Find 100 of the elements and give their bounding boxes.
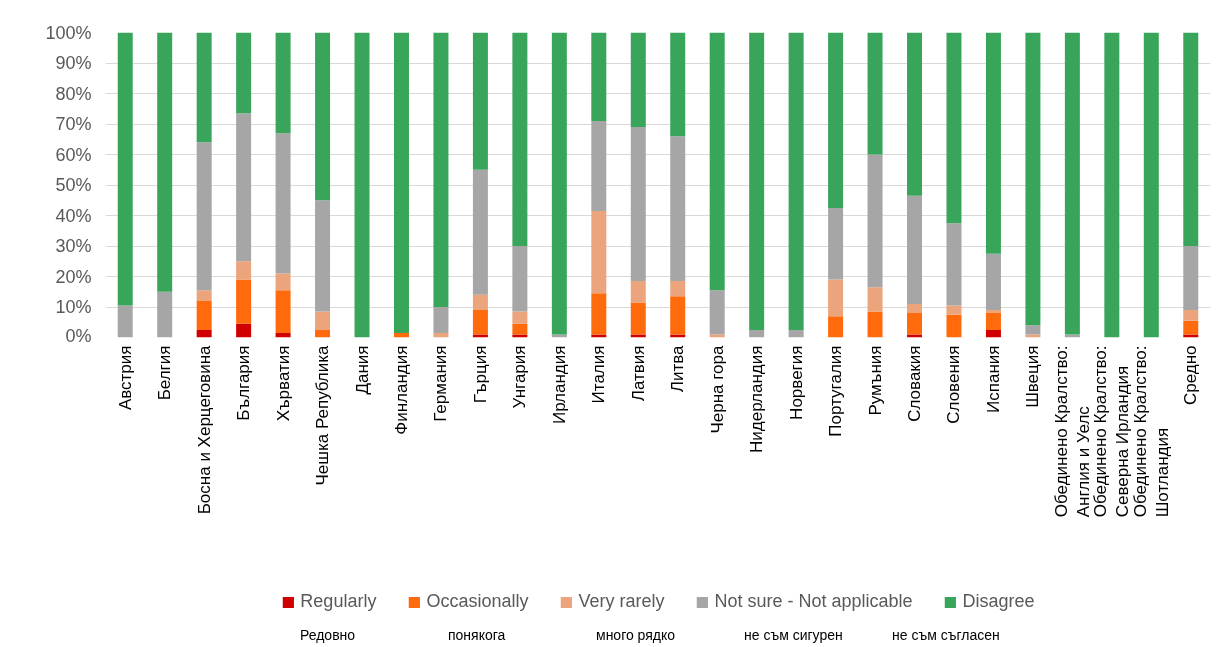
bar — [512, 323, 528, 335]
bar — [907, 313, 923, 335]
x-tick-label: Италия — [589, 345, 609, 404]
legend-label: Very rarely — [578, 591, 665, 612]
y-tick-label: 100% — [45, 22, 92, 43]
text: не съм съгласен — [892, 626, 1000, 645]
bar — [472, 169, 488, 295]
bar — [275, 273, 291, 291]
legend-label: Occasionally — [426, 591, 529, 612]
bar — [472, 334, 488, 338]
x-tick-label: Хърватия — [273, 345, 293, 422]
bar — [709, 334, 725, 338]
x-tick-label: Унгария — [510, 345, 530, 409]
text: понякога — [448, 626, 506, 645]
bar — [196, 300, 212, 330]
bar — [907, 195, 923, 304]
x-tick-label: Белгия — [155, 345, 175, 401]
y-tick-label: 80% — [55, 83, 92, 104]
bar — [985, 313, 1001, 330]
bar — [828, 279, 844, 317]
x-tick-label: Дания — [352, 345, 372, 395]
y-tick-label: 60% — [55, 144, 92, 165]
bar — [236, 261, 252, 280]
bar — [512, 311, 528, 324]
bar — [867, 32, 883, 155]
y-tick-label: 0% — [65, 325, 92, 346]
bar — [196, 290, 212, 301]
bar — [867, 154, 883, 288]
y-tick-label: 70% — [55, 114, 92, 134]
x-tick-label: Испания — [983, 345, 1003, 413]
x-tick-label: Ирландия — [549, 345, 569, 424]
bar — [709, 290, 725, 335]
bar — [1183, 334, 1199, 338]
bar — [275, 32, 291, 134]
x-tick-label: Средно — [1181, 345, 1201, 406]
x-tick-label: Гърция — [470, 345, 490, 404]
bar — [788, 329, 804, 338]
bar — [591, 32, 607, 121]
bar — [1064, 32, 1080, 335]
bar — [591, 210, 607, 294]
bar — [828, 32, 844, 208]
x-tick-label: Чешка Република — [313, 344, 333, 486]
bar — [946, 223, 962, 306]
y-tick-label: 40% — [55, 205, 92, 226]
bar — [1104, 32, 1120, 338]
bar — [472, 32, 488, 170]
bar — [985, 32, 1001, 254]
text: не съм сигурен — [744, 626, 843, 645]
bar — [196, 32, 212, 143]
x-tick-label: България — [234, 345, 254, 421]
bar — [236, 32, 252, 114]
bar — [315, 329, 331, 338]
bar — [907, 334, 923, 338]
bar — [630, 334, 646, 338]
y-tick-label: 90% — [55, 53, 92, 73]
bar — [236, 279, 252, 324]
bar — [433, 307, 449, 333]
bar — [985, 253, 1001, 311]
x-tick-label: Словения — [944, 345, 964, 424]
bar — [749, 32, 765, 330]
bar — [867, 311, 883, 338]
bar — [1183, 320, 1199, 335]
bar — [946, 305, 962, 315]
x-tick-label: Германия — [431, 345, 451, 422]
bar — [670, 334, 686, 338]
x-tick-label: Литва — [668, 344, 688, 393]
x-tick-label: Обединено Кралство: Англия и Уелс — [1051, 345, 1093, 518]
bar — [591, 334, 607, 338]
x-tick-label: Финландия — [391, 345, 411, 435]
y-tick-label: 30% — [55, 236, 92, 256]
bar — [985, 329, 1001, 338]
y-tick-label: 10% — [55, 297, 92, 317]
bar — [867, 287, 883, 312]
x-tick-label: Норвегия — [786, 345, 806, 420]
bar — [551, 334, 567, 338]
bar — [630, 302, 646, 335]
x-tick-label: Обединено Кралство: Шотландия — [1130, 345, 1172, 518]
bar — [670, 296, 686, 335]
bar — [433, 32, 449, 307]
bar — [117, 32, 133, 306]
bar — [1025, 325, 1041, 335]
bar — [985, 310, 1001, 314]
bar — [472, 294, 488, 311]
legend-label: Not sure - Not applicable — [714, 591, 913, 612]
bar — [512, 334, 528, 338]
bar — [512, 32, 528, 246]
bar — [670, 32, 686, 137]
bar — [196, 142, 212, 291]
bar — [788, 32, 804, 330]
bar — [512, 246, 528, 312]
bar — [315, 200, 331, 312]
bar — [630, 32, 646, 128]
bar — [354, 32, 370, 338]
bar — [709, 32, 725, 291]
bar — [630, 281, 646, 303]
bar — [393, 32, 409, 333]
bar — [946, 314, 962, 338]
y-tick-label: 50% — [55, 175, 92, 195]
bar — [749, 329, 765, 338]
x-tick-label: Румъния — [865, 345, 885, 416]
